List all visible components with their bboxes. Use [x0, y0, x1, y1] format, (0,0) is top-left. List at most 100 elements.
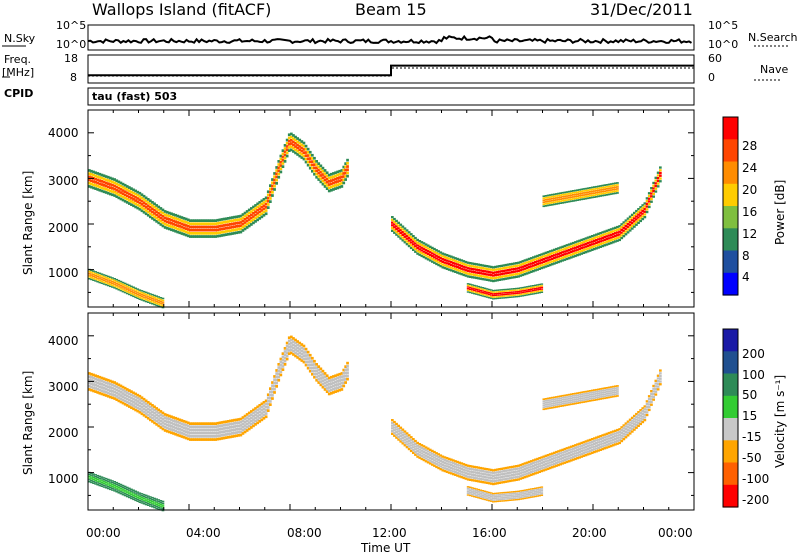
cell — [599, 435, 602, 438]
cell — [197, 422, 201, 425]
cell — [111, 193, 114, 197]
cell — [304, 151, 308, 154]
cell — [153, 497, 156, 500]
cell — [340, 372, 344, 375]
cell — [464, 466, 468, 469]
cell — [304, 154, 308, 157]
cell — [123, 396, 127, 400]
cell — [290, 345, 293, 348]
cell — [462, 260, 466, 263]
cell — [519, 496, 523, 499]
cell — [656, 377, 660, 380]
cell — [405, 443, 409, 446]
cell — [323, 372, 327, 375]
cell — [597, 396, 600, 399]
cell — [609, 191, 613, 193]
cell — [452, 473, 455, 476]
cell — [98, 481, 102, 483]
cell — [220, 437, 224, 440]
cell — [163, 222, 167, 226]
cell — [205, 232, 209, 235]
cell — [616, 188, 619, 190]
cell — [582, 246, 586, 249]
cell — [151, 502, 154, 504]
cell — [178, 225, 182, 228]
cell — [306, 163, 310, 167]
cell — [515, 294, 518, 296]
cell — [460, 273, 464, 276]
cell — [597, 394, 600, 397]
cell — [561, 403, 565, 405]
cell — [647, 400, 651, 403]
cell — [479, 475, 483, 478]
cell — [559, 257, 562, 260]
cell — [418, 453, 422, 457]
cell — [544, 257, 548, 260]
cell — [599, 240, 602, 243]
cell — [416, 452, 419, 456]
cell — [515, 465, 518, 468]
cell — [492, 293, 495, 295]
cell — [565, 455, 569, 458]
cell — [483, 295, 487, 298]
cell — [586, 250, 590, 253]
cell — [422, 458, 426, 462]
cell — [149, 503, 152, 505]
cell — [416, 241, 419, 244]
cell — [224, 223, 228, 227]
cell — [102, 281, 106, 283]
cell — [344, 165, 347, 169]
cell — [197, 435, 201, 438]
cell — [548, 401, 552, 403]
cell — [269, 390, 272, 394]
cell — [510, 268, 514, 271]
cell — [332, 387, 335, 391]
cell — [332, 375, 335, 378]
cell — [207, 219, 211, 222]
cell — [220, 234, 224, 237]
cell — [536, 495, 539, 497]
cell — [538, 259, 541, 262]
cell — [471, 487, 474, 489]
cell — [203, 431, 207, 435]
cell — [483, 287, 487, 289]
cell — [605, 229, 609, 232]
cell — [186, 221, 190, 225]
cell — [119, 194, 123, 198]
cell — [536, 471, 539, 474]
cell — [391, 419, 394, 422]
cell — [540, 264, 544, 267]
cell — [473, 268, 476, 271]
cell — [550, 398, 554, 401]
cell — [125, 394, 129, 398]
cell — [104, 481, 108, 484]
cell — [111, 280, 114, 283]
cell — [125, 292, 129, 295]
cell — [471, 465, 474, 468]
cell — [176, 424, 180, 427]
power-cbar-tick-4: 12 — [742, 227, 758, 241]
cell — [574, 243, 577, 247]
cell — [210, 431, 213, 435]
cell — [475, 468, 478, 472]
cell — [498, 500, 501, 502]
cell — [294, 351, 297, 355]
cell — [193, 235, 196, 238]
cell — [521, 489, 525, 492]
cell — [321, 373, 325, 376]
cell — [193, 435, 196, 438]
cell — [502, 500, 506, 502]
cell — [483, 478, 487, 481]
cell — [264, 196, 268, 200]
cell — [584, 394, 588, 397]
cell — [319, 177, 323, 180]
cell — [542, 402, 546, 405]
cell — [138, 497, 142, 500]
vel-cbar-tick-1: 100 — [742, 368, 765, 382]
cell — [125, 494, 129, 496]
cell — [532, 259, 535, 262]
cell — [92, 383, 95, 386]
cell — [102, 274, 106, 276]
cell — [614, 440, 617, 443]
cell — [168, 430, 171, 434]
